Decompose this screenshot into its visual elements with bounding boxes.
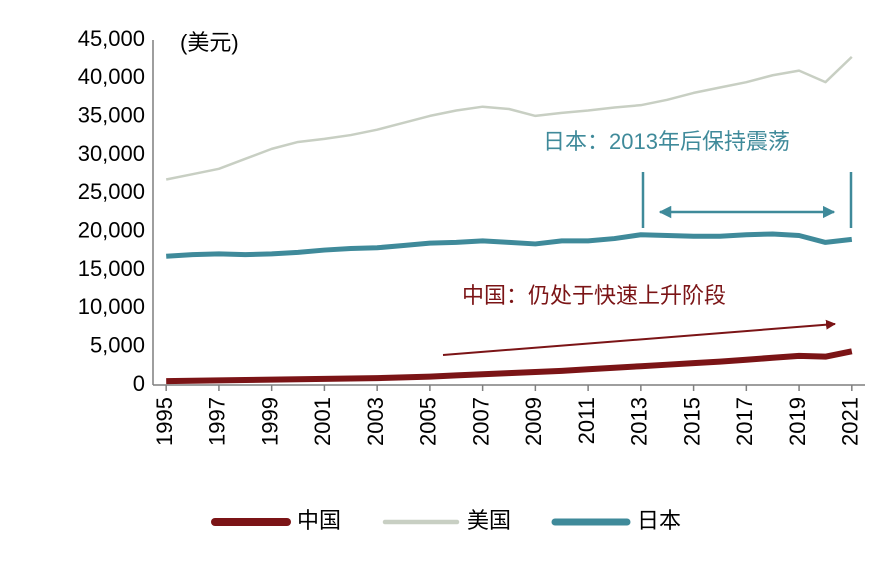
legend-label: 美国	[467, 508, 511, 533]
series-line	[165, 55, 853, 181]
y-tick-label: 45,000	[78, 26, 145, 51]
annotation: 日本：2013年后保持震荡	[543, 129, 790, 154]
legend-label: 中国	[297, 508, 341, 533]
x-tick-label: 2011	[574, 397, 599, 444]
trend-arrow	[442, 319, 836, 356]
annotation: 中国：仍处于快速上升阶段	[462, 283, 726, 308]
x-tick-label: 2021	[838, 397, 863, 446]
y-tick-label: 30,000	[78, 141, 145, 166]
x-tick-label: 2017	[732, 397, 757, 446]
x-tick-label: 1997	[205, 397, 230, 446]
x-tick-label: 2013	[627, 397, 652, 446]
x-tick-label: 1995	[152, 397, 177, 446]
x-tick-label: 2001	[310, 397, 335, 446]
x-tick-label: 2015	[679, 397, 704, 446]
y-tick-label: 10,000	[78, 294, 145, 319]
y-tick-label: 25,000	[78, 179, 145, 204]
x-tick-label: 2019	[785, 397, 810, 446]
y-tick-label: 20,000	[78, 217, 145, 242]
x-tick-label: 2009	[521, 397, 546, 446]
x-tick-label: 2005	[416, 397, 441, 446]
series-line	[166, 231, 853, 259]
y-axis-label: (美元)	[180, 30, 239, 55]
y-tick-label: 5,000	[90, 332, 145, 357]
y-tick-label: 40,000	[78, 64, 145, 89]
legend-label: 日本	[637, 508, 681, 533]
series-line	[166, 348, 853, 385]
x-tick-label: 2003	[363, 397, 388, 446]
y-tick-label: 15,000	[78, 256, 145, 281]
y-tick-label: 0	[133, 371, 145, 396]
y-tick-label: 35,000	[78, 102, 145, 127]
x-tick-label: 1999	[257, 397, 282, 446]
x-tick-label: 2007	[468, 397, 493, 446]
